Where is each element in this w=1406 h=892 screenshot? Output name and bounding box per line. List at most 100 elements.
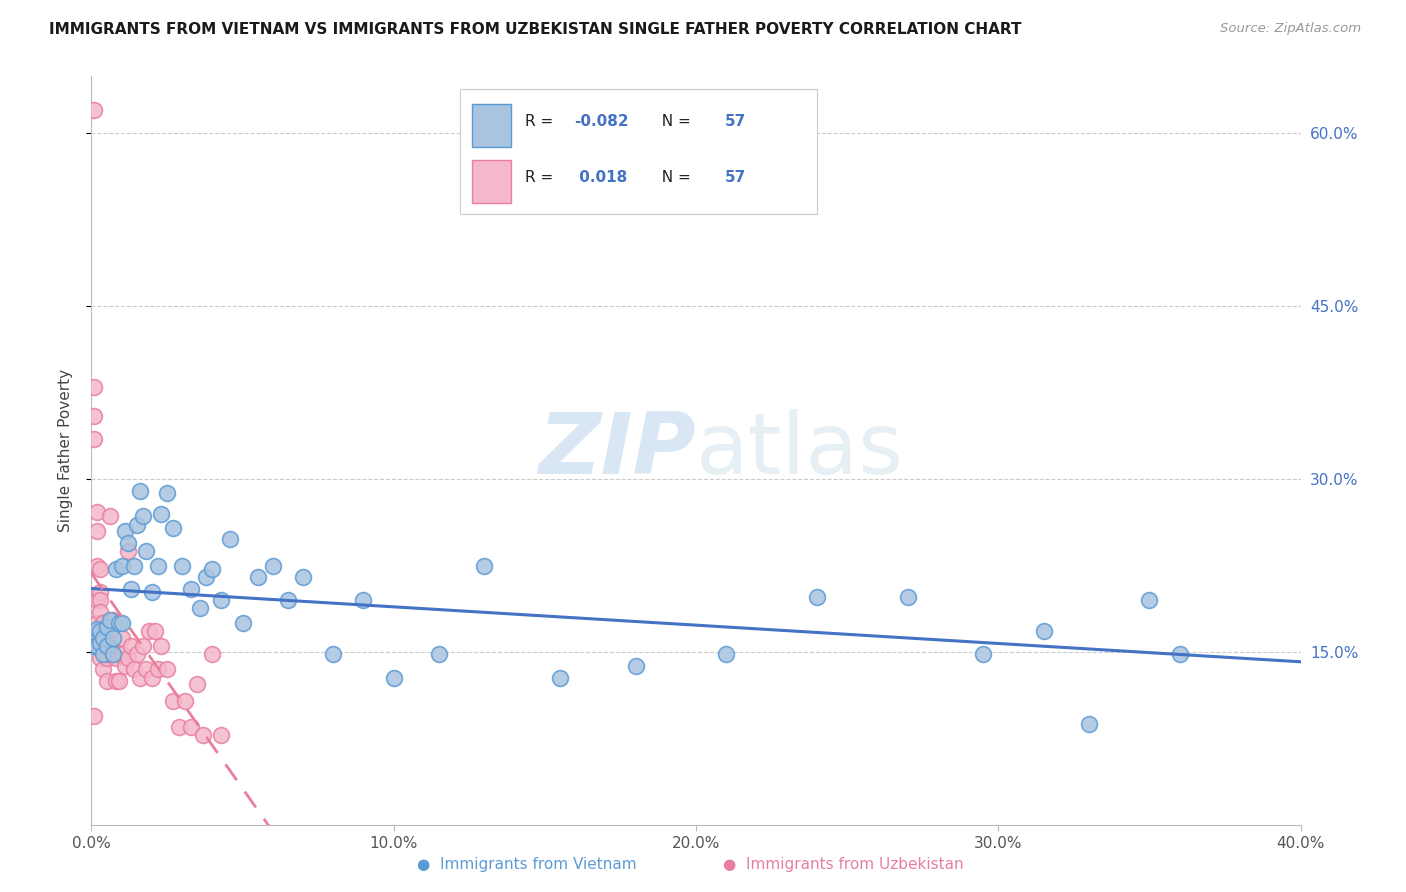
Point xyxy=(180,582,202,596)
Point xyxy=(201,562,224,576)
Point xyxy=(111,648,132,662)
Point xyxy=(101,648,124,662)
Point xyxy=(188,601,211,615)
Point xyxy=(172,558,194,573)
Text: IMMIGRANTS FROM VIETNAM VS IMMIGRANTS FROM UZBEKISTAN SINGLE FATHER POVERTY CORR: IMMIGRANTS FROM VIETNAM VS IMMIGRANTS FR… xyxy=(49,22,1022,37)
Point xyxy=(89,624,111,639)
Point xyxy=(111,632,132,646)
Point xyxy=(101,632,124,646)
Point xyxy=(122,558,145,573)
Y-axis label: Single Father Poverty: Single Father Poverty xyxy=(58,369,73,532)
Point xyxy=(83,103,105,118)
Point xyxy=(209,728,232,742)
Point xyxy=(101,648,124,662)
Point xyxy=(219,533,242,547)
Point xyxy=(143,624,166,639)
Text: 57: 57 xyxy=(725,114,747,129)
Point xyxy=(162,521,184,535)
Point xyxy=(162,693,184,707)
Point xyxy=(107,648,129,662)
Point xyxy=(93,663,115,677)
Point xyxy=(117,543,139,558)
Point xyxy=(96,673,118,688)
Point xyxy=(86,622,108,636)
FancyBboxPatch shape xyxy=(472,103,510,147)
Point xyxy=(246,570,269,584)
Point xyxy=(93,632,115,646)
Point xyxy=(86,593,108,607)
Point xyxy=(201,648,224,662)
Point xyxy=(277,593,299,607)
Point xyxy=(104,562,127,576)
Point xyxy=(83,432,105,446)
Point xyxy=(89,562,111,576)
Point xyxy=(89,651,111,665)
Point xyxy=(174,693,197,707)
Point xyxy=(292,570,315,584)
Point xyxy=(146,663,169,677)
Point xyxy=(104,673,127,688)
Point xyxy=(114,524,136,538)
Point xyxy=(83,628,105,642)
Point xyxy=(114,659,136,673)
Point xyxy=(86,524,108,538)
Point xyxy=(427,648,450,662)
Point xyxy=(972,648,994,662)
Point xyxy=(141,585,163,599)
Point xyxy=(96,651,118,665)
Point xyxy=(1139,593,1161,607)
Text: 57: 57 xyxy=(725,170,747,186)
Point xyxy=(104,651,127,665)
Point xyxy=(352,593,374,607)
Text: -0.082: -0.082 xyxy=(574,114,628,129)
Text: N =: N = xyxy=(652,114,696,129)
Point xyxy=(806,590,828,604)
Point xyxy=(96,640,118,654)
Point xyxy=(89,605,111,619)
Point xyxy=(89,593,111,607)
Point xyxy=(138,624,160,639)
Point xyxy=(156,663,179,677)
Point xyxy=(98,613,121,627)
Point xyxy=(180,720,202,734)
Point xyxy=(146,558,169,573)
Point xyxy=(93,640,115,654)
Point xyxy=(167,720,190,734)
Point xyxy=(120,582,142,596)
Point xyxy=(111,558,132,573)
Point xyxy=(132,640,155,654)
Point xyxy=(472,558,495,573)
Point xyxy=(83,380,105,394)
Point xyxy=(93,616,115,631)
Point xyxy=(141,671,163,685)
FancyBboxPatch shape xyxy=(460,89,817,214)
Point xyxy=(98,509,121,524)
Text: ●  Immigrants from Uzbekistan: ● Immigrants from Uzbekistan xyxy=(723,857,965,872)
Point xyxy=(96,636,118,650)
Point xyxy=(93,616,115,631)
Point xyxy=(186,677,208,691)
Text: atlas: atlas xyxy=(696,409,904,492)
Point xyxy=(322,648,344,662)
Point xyxy=(86,640,108,654)
FancyBboxPatch shape xyxy=(472,160,510,203)
Point xyxy=(83,409,105,423)
Point xyxy=(262,558,284,573)
Point xyxy=(135,543,157,558)
Text: ●  Immigrants from Vietnam: ● Immigrants from Vietnam xyxy=(418,857,637,872)
Point xyxy=(1168,648,1191,662)
Point xyxy=(548,671,571,685)
Point xyxy=(135,663,157,677)
Point xyxy=(193,728,215,742)
Point xyxy=(1077,716,1099,731)
Text: 0.018: 0.018 xyxy=(574,170,627,186)
Point xyxy=(897,590,920,604)
Point xyxy=(128,483,150,498)
Point xyxy=(98,636,121,650)
Point xyxy=(149,507,172,521)
Point xyxy=(714,648,737,662)
Text: R =: R = xyxy=(526,170,558,186)
Point xyxy=(83,708,105,723)
Point xyxy=(382,671,405,685)
Point xyxy=(231,616,253,631)
